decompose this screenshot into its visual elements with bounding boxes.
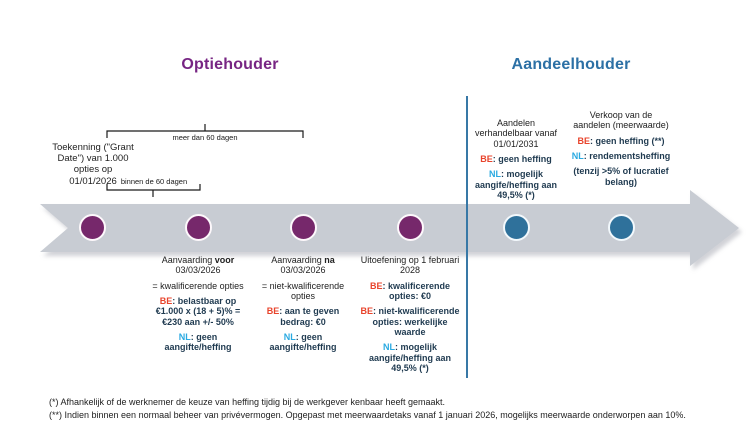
note-aandelen-verhandelbaar: Aandelen verhandelbaar vanaf 01/01/2031 B… <box>470 118 562 205</box>
footnote-double-asterisk: (**) Indien binnen een normaal beheer va… <box>49 410 686 420</box>
note-paragraph: = niet-kwalificerende opties <box>261 280 345 302</box>
note-toekenning-grant-date: Toekenning ("Grant Date") van 1.000 opties… <box>45 142 141 187</box>
note-paragraph: NL: rendementsheffing <box>571 151 671 162</box>
grant-note-line: Date") van 1.000 <box>57 153 129 165</box>
timeline-dot-blue <box>607 213 635 241</box>
section-title-optiehouder: Optiehouder <box>181 56 279 73</box>
note-paragraph: = kwalificerende opties <box>152 280 244 291</box>
note-paragraph: NL: mogelijk aangife/heffing aan 49,5% (… <box>368 342 451 374</box>
timeline-dot-purple <box>78 213 106 241</box>
note-uitoefening: Uitoefening op 1 februari 2028 BE: kwalif… <box>358 255 462 378</box>
note-paragraph: NL: geen aangifte/heffing <box>164 332 232 353</box>
note-paragraph: NL: mogelijk aangife/heffing aan 49,5% (… <box>474 169 557 201</box>
note-paragraph: Uitoefening op 1 februari 2028 <box>360 255 460 276</box>
note-paragraph: BE: geen heffing <box>480 154 552 165</box>
note-paragraph: Aanvaarding na 03/03/2026 <box>271 255 335 276</box>
note-verkoop-aandelen: Verkoop van de aandelen (meerwaarde) BE: … <box>571 110 671 192</box>
timeline-dot-purple <box>289 213 317 241</box>
timeline-dot-blue <box>502 213 530 241</box>
timeline-dot-purple <box>184 213 212 241</box>
label-binnen-60-dagen: binnen de 60 dagen <box>120 177 188 186</box>
grant-note-line: Toekenning ("Grant <box>52 142 134 153</box>
note-paragraph: (tenzij >5% of lucratief belang) <box>573 166 669 187</box>
note-paragraph: Aandelen verhandelbaar vanaf 01/01/2031 <box>474 118 558 149</box>
note-paragraph: BE: aan te geven bedrag: €0 <box>266 306 340 327</box>
note-paragraph: BE: niet-kwalificerende opties: werkelij… <box>360 306 460 338</box>
grant-note-line: opties op <box>73 164 113 176</box>
label-meer-dan-60-dagen: meer dan 60 dagen <box>172 133 238 142</box>
section-divider-line <box>466 96 468 378</box>
grant-note-line: 01/01/2026 <box>69 175 117 187</box>
note-aanvaarding-voor: Aanvaarding voor 03/03/2026 = kwalificere… <box>146 255 250 358</box>
section-title-aandeelhouder: Aandeelhouder <box>511 56 631 73</box>
timeline-dot-purple <box>396 213 424 241</box>
note-aanvaarding-na: Aanvaarding na 03/03/2026 = niet-kwalific… <box>250 255 356 358</box>
note-paragraph: Verkoop van de aandelen (meerwaarde) <box>573 110 669 131</box>
footnote-single-asterisk: (*) Afhankelijk of de werknemer de keuze… <box>49 397 446 407</box>
note-paragraph: Aanvaarding voor 03/03/2026 <box>161 255 235 276</box>
note-paragraph: NL: geen aangifte/heffing <box>269 332 337 353</box>
note-paragraph: BE: geen heffing (**) <box>577 135 665 146</box>
note-paragraph: BE: kwalificerende opties: €0 <box>369 280 451 302</box>
note-paragraph: BE: belastbaar op €1.000 x (18 + 5)% = €… <box>155 296 241 327</box>
